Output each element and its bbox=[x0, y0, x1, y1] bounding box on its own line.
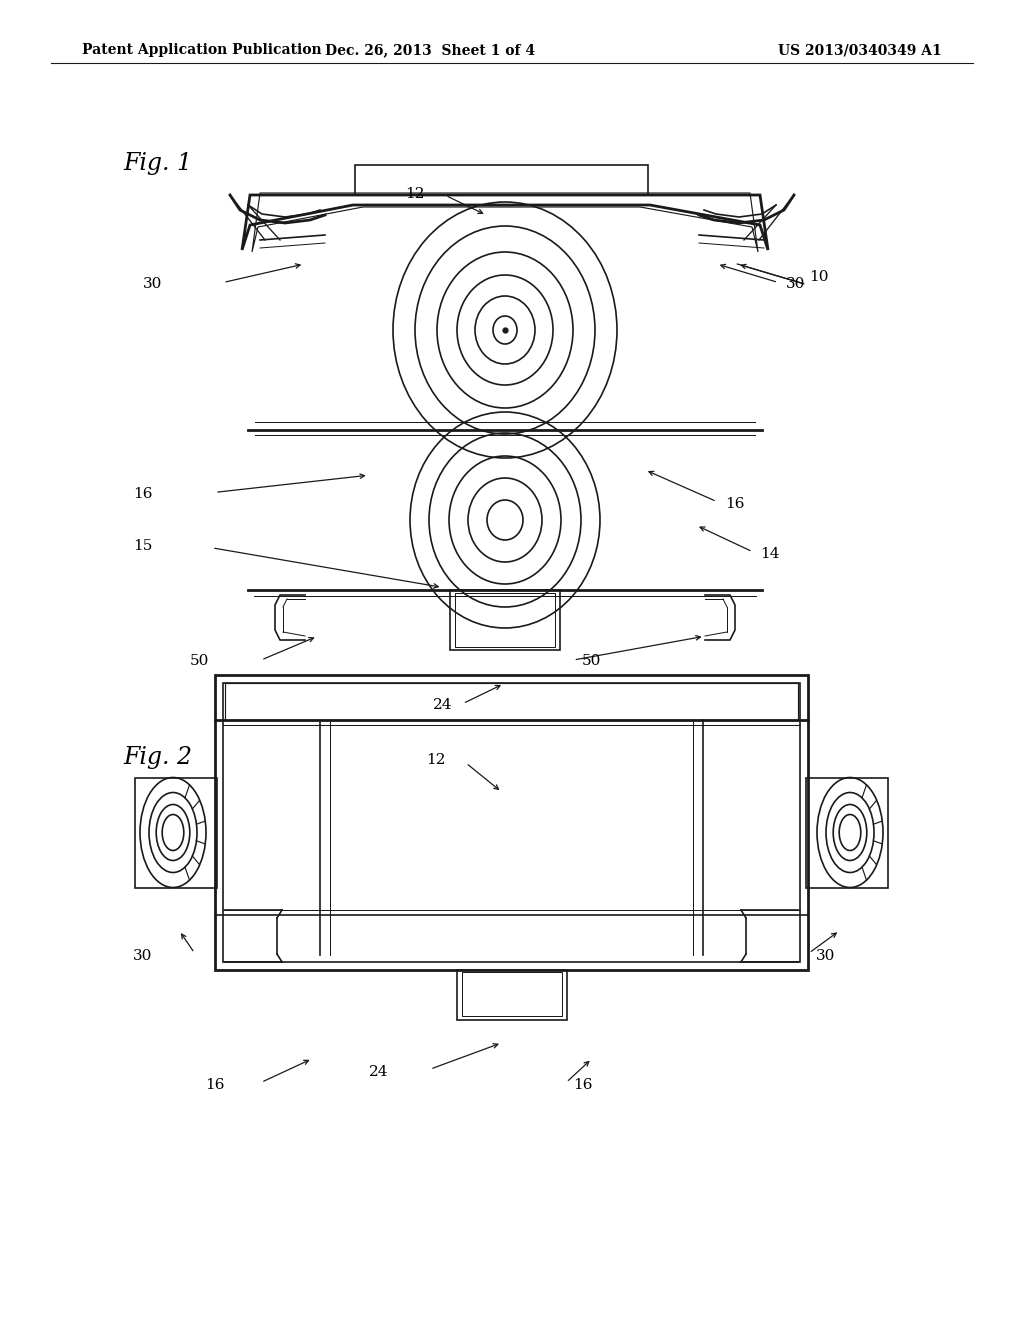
Text: 10: 10 bbox=[809, 271, 828, 284]
Text: 24: 24 bbox=[369, 1065, 389, 1078]
Text: 16: 16 bbox=[133, 487, 153, 500]
Text: Patent Application Publication: Patent Application Publication bbox=[82, 44, 322, 57]
Text: Fig. 2: Fig. 2 bbox=[123, 746, 191, 768]
Text: 50: 50 bbox=[189, 655, 209, 668]
Text: 16: 16 bbox=[725, 498, 744, 511]
Text: 30: 30 bbox=[816, 949, 836, 962]
Text: 15: 15 bbox=[133, 540, 153, 553]
Text: 14: 14 bbox=[760, 548, 779, 561]
Text: Dec. 26, 2013  Sheet 1 of 4: Dec. 26, 2013 Sheet 1 of 4 bbox=[325, 44, 536, 57]
Text: US 2013/0340349 A1: US 2013/0340349 A1 bbox=[778, 44, 942, 57]
Text: 12: 12 bbox=[426, 754, 445, 767]
Text: 16: 16 bbox=[205, 1078, 224, 1092]
Text: 16: 16 bbox=[573, 1078, 593, 1092]
Text: 30: 30 bbox=[133, 949, 153, 962]
Text: 12: 12 bbox=[406, 187, 425, 201]
Polygon shape bbox=[242, 195, 768, 249]
Text: 30: 30 bbox=[785, 277, 805, 290]
Text: 50: 50 bbox=[582, 655, 601, 668]
Text: 24: 24 bbox=[432, 698, 453, 711]
Text: Fig. 1: Fig. 1 bbox=[123, 152, 191, 174]
Text: 30: 30 bbox=[143, 277, 163, 290]
